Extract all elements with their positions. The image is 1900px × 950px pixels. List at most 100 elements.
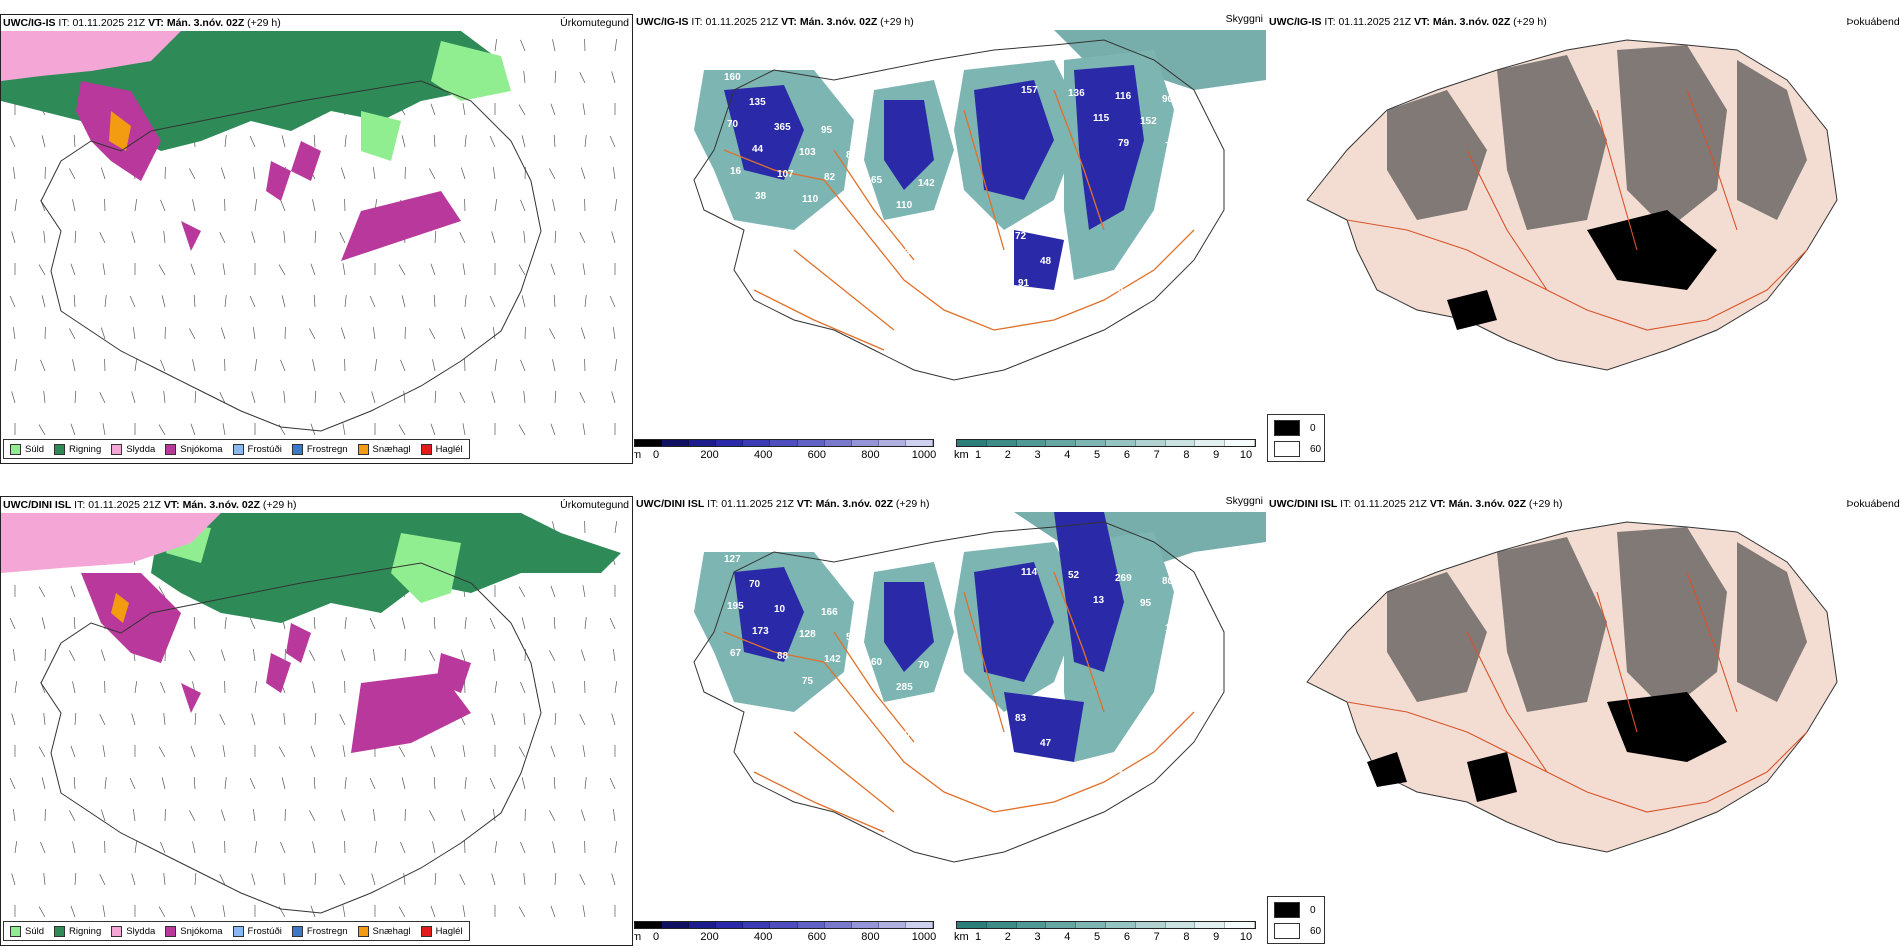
wind-barb — [584, 617, 587, 630]
snow-height-area — [724, 65, 1144, 290]
colorbar-tick: 5 — [1094, 931, 1101, 943]
visibility-value-label: 10 — [774, 604, 786, 615]
wind-barb — [163, 873, 166, 886]
wind-barb — [220, 327, 226, 340]
visibility-labels: 160 95 142 72 35 135 83 59 48 46 365 65 127 12 90 103 11… — [724, 72, 1177, 320]
wind-barb — [582, 585, 586, 598]
wind-barb — [251, 231, 256, 244]
wind-barb — [464, 295, 467, 308]
wind-barb — [41, 135, 46, 148]
colorbar-tick: 200 — [700, 931, 719, 943]
wind-barb — [72, 359, 76, 372]
wind-barb — [38, 424, 46, 436]
visibility-value-label: 72 — [1165, 141, 1177, 152]
precip-snow-area — [81, 573, 471, 753]
colorbar-segment — [689, 922, 717, 928]
roads — [1346, 571, 1808, 813]
wind-barb — [11, 713, 16, 726]
colorbar-tick: 3 — [1034, 931, 1041, 943]
visibility-value-label: 128 — [799, 629, 816, 640]
wind-barb — [254, 199, 258, 212]
wind-barb — [552, 681, 556, 694]
wind-barb — [193, 295, 196, 308]
wind-barb — [70, 423, 76, 436]
precip-legend: Súld Rigning Slydda Snjókoma Frostúði Frostre… — [3, 439, 470, 459]
wind-barb — [283, 873, 286, 886]
colorbar-segment — [1135, 922, 1166, 928]
colorbar-segment — [1076, 440, 1106, 446]
colorbar-unit: m — [634, 449, 642, 461]
colorbar-segment — [1046, 922, 1077, 928]
colorbar-tick: 1 — [974, 931, 982, 943]
wind-barb — [432, 359, 436, 372]
wind-barb — [224, 295, 227, 308]
visibility-value-label: 72 — [1015, 231, 1027, 242]
colorbar-tick: 5 — [1094, 449, 1101, 461]
visibility-value-label: 173 — [752, 626, 769, 637]
colorbar-unit: km — [954, 449, 969, 461]
wind-barb — [73, 617, 76, 630]
roads — [723, 571, 1195, 833]
colorbar-tick: 9 — [1213, 931, 1220, 943]
wind-barb — [550, 585, 556, 598]
it-label: IT: — [74, 499, 86, 511]
precip-sleet-area — [1, 31, 181, 81]
wind-barb — [584, 295, 587, 308]
colorbar-segment — [878, 440, 906, 446]
panel-title: Úrkomutegund — [560, 499, 629, 511]
lead-time: (+29 h) — [262, 499, 297, 511]
visibility-value-label: 44 — [752, 144, 764, 155]
wind-barb — [612, 649, 616, 662]
wind-barb — [281, 295, 286, 308]
wind-barb — [192, 199, 196, 212]
wind-barb — [38, 586, 46, 598]
iceland-outline — [40, 80, 542, 432]
lead-time: (+29 h) — [895, 498, 930, 510]
init-time: 01.11.2025 21Z — [88, 499, 161, 511]
visibility-value-label: 285 — [896, 682, 913, 693]
wind-barb — [401, 777, 406, 790]
visibility-value-label: 127 — [724, 554, 741, 565]
wind-barb — [314, 391, 317, 404]
visibility-value-label: 94 — [1112, 766, 1124, 777]
wind-barb — [430, 745, 436, 758]
wind-barb — [434, 231, 437, 244]
vt-label: VT: — [1429, 498, 1446, 510]
legend-item-1: Rigning — [54, 443, 101, 455]
wind-barb — [280, 199, 286, 212]
roads — [723, 89, 1195, 351]
wind-barb — [434, 391, 437, 404]
legend-label: Haglél — [435, 925, 463, 937]
legend-item-2: Slydda — [111, 443, 155, 455]
visibility-value-label: 107 — [777, 169, 794, 180]
colorbar-tick: 10 — [1239, 931, 1253, 943]
wind-barb — [99, 232, 106, 244]
colorbar-segment — [1105, 922, 1136, 928]
init-time: 01.11.2025 21Z — [721, 498, 794, 510]
model-name: UWC/DINI ISL — [3, 499, 72, 511]
wind-barb — [102, 263, 106, 276]
colorbar-segment — [797, 440, 825, 446]
wind-barb — [464, 617, 467, 630]
panel-title: Skyggni — [1225, 14, 1263, 25]
visibility-value-label: 80 — [1162, 576, 1174, 587]
fog-key-max: 60 — [1310, 443, 1322, 455]
wind-barb — [102, 423, 106, 436]
wind-barb — [550, 103, 556, 116]
wind-barb — [552, 39, 556, 52]
wind-barb — [158, 746, 166, 758]
wind-barb — [523, 873, 526, 886]
wind-barb — [554, 71, 557, 84]
wind-barb — [553, 617, 556, 630]
wind-barb — [550, 745, 556, 758]
height-colorbar: 0 200 400 600 800 1000 m — [634, 439, 936, 464]
wind-barb — [219, 392, 226, 404]
legend-item-6: Snæhagl — [357, 925, 411, 937]
visibility-value-label: 95 — [1140, 598, 1152, 609]
wind-barb — [372, 649, 376, 662]
wind-barb — [609, 617, 616, 630]
visibility-value-label: 168 — [849, 197, 866, 208]
wind-barb — [194, 713, 197, 726]
visibility-value-label: 90 — [1162, 94, 1174, 105]
colorbar-segment — [635, 922, 663, 928]
